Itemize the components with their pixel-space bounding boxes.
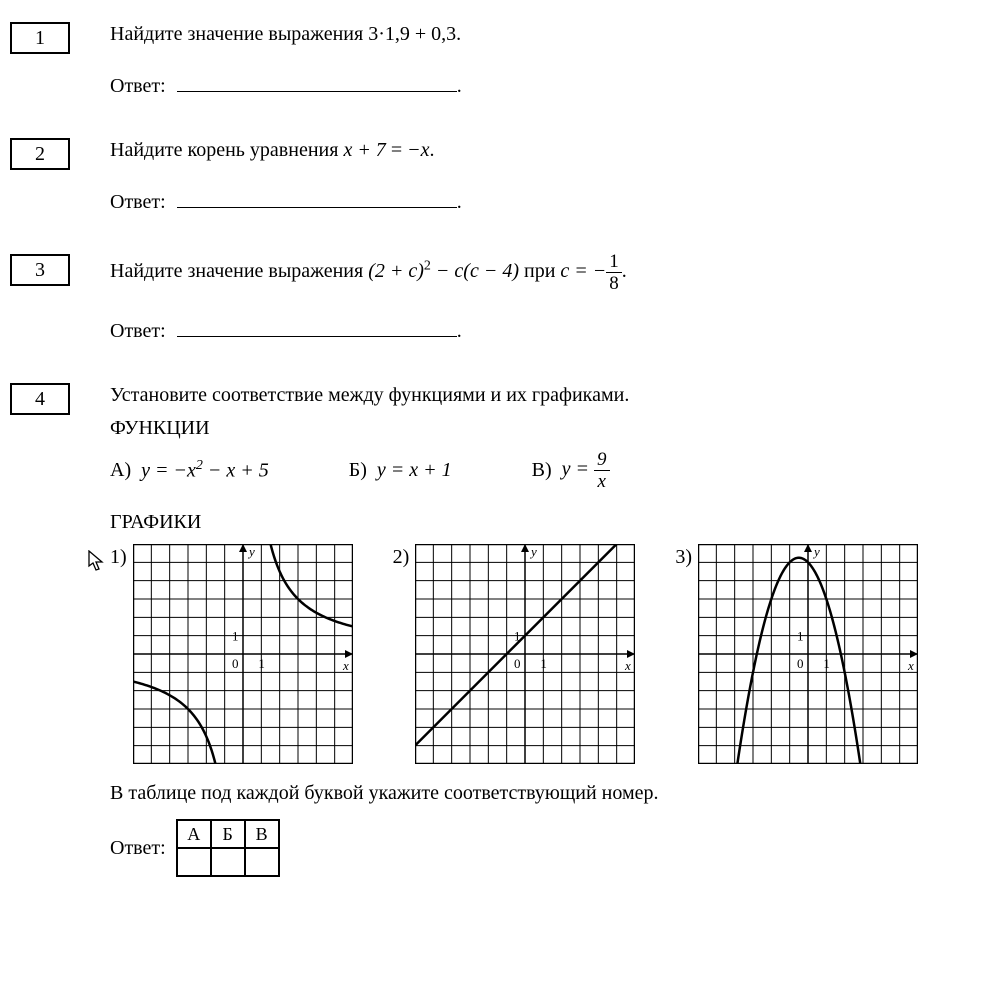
math-expression: 3·1,9 + 0,3 [368, 23, 456, 45]
question-body: Найдите значение выражения 3·1,9 + 0,3. … [110, 20, 970, 108]
function-A: А) y = −x2 − x + 5 [110, 450, 269, 491]
svg-text:x: x [342, 658, 349, 673]
question-text: Установите соответствие между функциями … [110, 381, 970, 409]
question-1: 1 Найдите значение выражения 3·1,9 + 0,3… [10, 20, 970, 108]
question-number: 1 [35, 27, 45, 50]
question-2: 2 Найдите корень уравнения x + 7 = −x. О… [10, 136, 970, 224]
answer-label: Ответ: [110, 837, 166, 860]
svg-text:y: y [247, 544, 255, 559]
math-rhs: −x [407, 139, 429, 161]
table-header-A: А [177, 820, 211, 848]
question-4: 4 Установите соответствие между функциям… [10, 381, 970, 877]
question-text: Найдите значение выражения 3·1,9 + 0,3. [110, 20, 970, 48]
answer-line: Ответ: . [110, 188, 970, 214]
answer-blank[interactable] [177, 317, 457, 337]
table-cell-A[interactable] [177, 848, 211, 876]
answer-line: Ответ: . [110, 72, 970, 98]
question-number-box: 1 [10, 22, 70, 54]
question-text: Найдите значение выражения (2 + c)2 − c(… [110, 252, 970, 293]
svg-text:0: 0 [232, 656, 239, 671]
svg-text:y: y [529, 544, 537, 559]
svg-text:y: y [812, 544, 820, 559]
svg-text:1: 1 [541, 656, 548, 671]
answer-blank[interactable] [177, 72, 457, 92]
svg-text:1: 1 [823, 656, 830, 671]
chart-line: 011xy [415, 544, 635, 764]
graph-1: 1) 011xy [110, 544, 353, 764]
question-number: 2 [35, 143, 45, 166]
table-cell-V[interactable] [245, 848, 279, 876]
table-instruction: В таблице под каждой буквой укажите соот… [110, 782, 970, 805]
question-number-box: 3 [10, 254, 70, 286]
question-number-box: 2 [10, 138, 70, 170]
svg-text:1: 1 [258, 656, 265, 671]
fraction: 9x [594, 450, 610, 491]
chart-parabola: 0 1 1 x y [698, 544, 918, 764]
functions-label: ФУНКЦИИ [110, 417, 970, 440]
answer-table-row: Ответ: А Б В [110, 819, 970, 877]
math-lhs: x + 7 [343, 139, 385, 161]
question-number-box: 4 [10, 383, 70, 415]
svg-text:0: 0 [797, 656, 804, 671]
answer-blank[interactable] [177, 188, 457, 208]
functions-row: А) y = −x2 − x + 5 Б) y = x + 1 В) y = 9… [110, 450, 970, 491]
graph-2: 2) 011xy [393, 544, 636, 764]
question-body: Найдите корень уравнения x + 7 = −x. Отв… [110, 136, 970, 224]
answer-label: Ответ: [110, 75, 166, 97]
question-body: Найдите значение выражения (2 + c)2 − c(… [110, 252, 970, 353]
svg-text:x: x [624, 658, 631, 673]
cursor-icon [88, 550, 106, 572]
answer-label: Ответ: [110, 320, 166, 342]
answer-line: Ответ: . [110, 317, 970, 343]
question-number: 4 [35, 388, 45, 411]
chart-hyperbola: 0 1 1 x y [133, 544, 353, 764]
table-header-V: В [245, 820, 279, 848]
graphs-label: ГРАФИКИ [110, 511, 970, 534]
table-header-B: Б [211, 820, 245, 848]
table-cell-B[interactable] [211, 848, 245, 876]
graphs-row: 1) 011xy 2) 011xy 3) 011xy [110, 544, 970, 764]
question-text: Найдите корень уравнения x + 7 = −x. [110, 136, 970, 164]
svg-text:1: 1 [797, 629, 804, 644]
svg-text:0: 0 [514, 656, 521, 671]
question-body: Установите соответствие между функциями … [110, 381, 970, 877]
fraction: 18 [606, 252, 622, 293]
question-number: 3 [35, 259, 45, 282]
function-V: В) y = 9x [532, 450, 610, 491]
question-3: 3 Найдите значение выражения (2 + c)2 − … [10, 252, 970, 353]
graph-3: 3) 011xy [675, 544, 918, 764]
function-B: Б) y = x + 1 [349, 450, 452, 491]
svg-text:x: x [907, 658, 914, 673]
svg-text:1: 1 [232, 629, 239, 644]
answer-table: А Б В [176, 819, 280, 877]
answer-label: Ответ: [110, 191, 166, 213]
